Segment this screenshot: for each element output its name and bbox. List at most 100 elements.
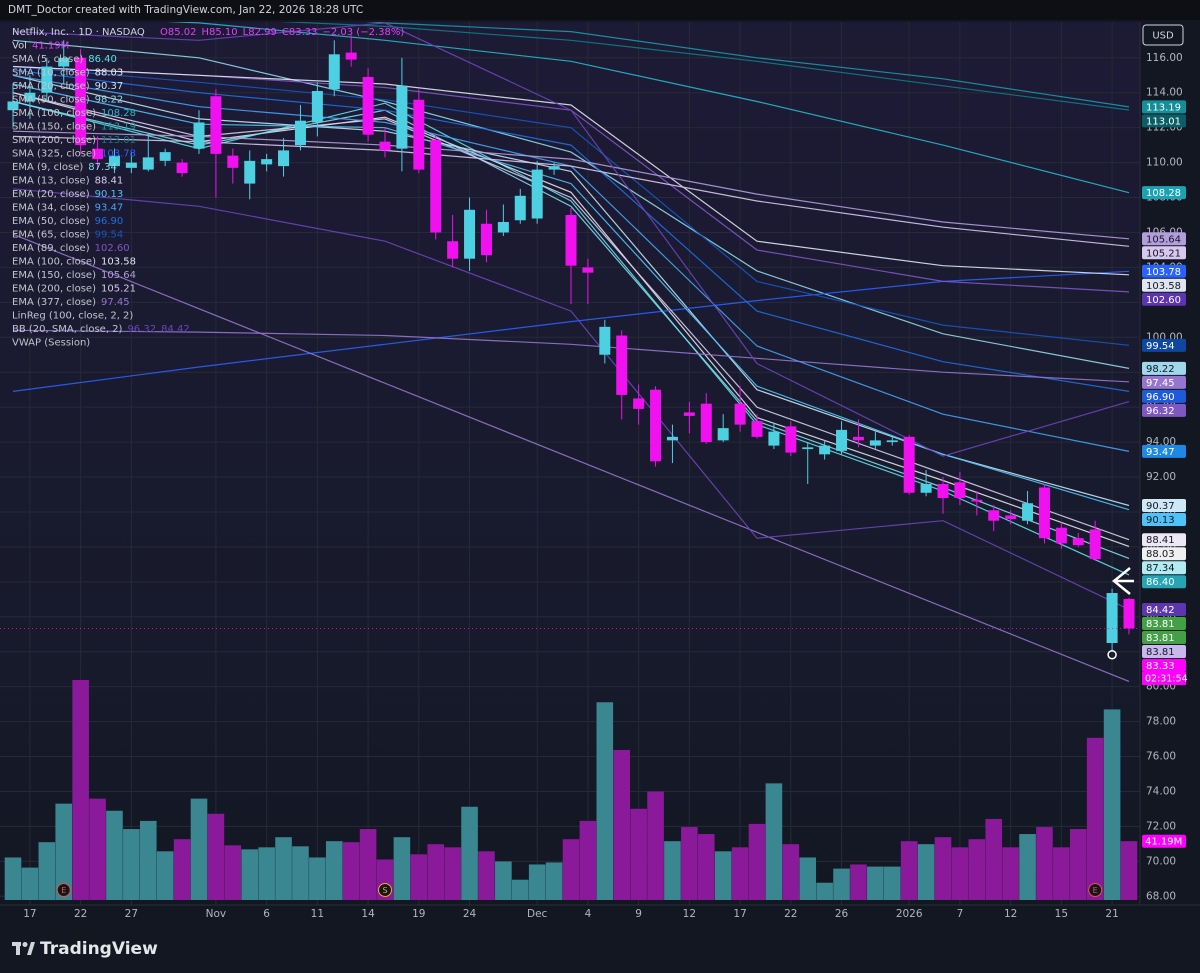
candle-body [869, 440, 881, 446]
candle-body [751, 421, 763, 437]
x-tick-label: 7 [957, 908, 964, 920]
legend-name: SMA (150, close) [12, 122, 96, 133]
x-tick-label: 9 [635, 908, 642, 920]
candle-body [582, 267, 594, 273]
candle-body [514, 195, 526, 221]
volume-bar [579, 820, 597, 900]
candle-body [734, 403, 746, 425]
candle-body [244, 160, 256, 184]
x-tick-label: 2026 [896, 908, 923, 920]
candle-body [819, 445, 831, 455]
volume-bar [562, 839, 580, 900]
volume-bar [681, 827, 698, 900]
price-label-box [1142, 575, 1186, 589]
x-tick-label: 4 [585, 908, 592, 920]
x-tick-label: 14 [361, 908, 375, 920]
indicator-line [365, 22, 1130, 108]
volume-bar [697, 834, 715, 900]
price-label: 87.34 [1146, 563, 1175, 574]
countdown-box [1142, 671, 1186, 685]
candle-body [328, 54, 340, 90]
currency-label: USD [1152, 31, 1174, 42]
x-tick-label: 22 [74, 908, 87, 920]
legend-value: 98.22 [95, 95, 124, 106]
header-title: DMT_Doctor created with TradingView.com,… [8, 4, 363, 16]
volume-bar [292, 846, 309, 900]
candle-body [1089, 529, 1101, 560]
volume-axis-label: 41.19M [1145, 837, 1182, 848]
price-label: 96.90 [1146, 392, 1175, 403]
logo-mark [27, 942, 35, 955]
volume-bar [207, 813, 225, 900]
legend-name: EMA (65, close) [12, 230, 90, 241]
currency-button[interactable] [1142, 24, 1184, 46]
price-label-box [1142, 292, 1186, 306]
volume-bar [748, 823, 766, 900]
volume-bar [1103, 709, 1121, 900]
price-label: 103.58 [1146, 281, 1181, 292]
legend-name: SMA (20, close) [12, 81, 90, 92]
price-label: 108.28 [1146, 188, 1181, 199]
legend-value: 93.47 [95, 203, 124, 214]
candle-body [565, 215, 577, 266]
volume-bar [1019, 834, 1036, 900]
volume-bar [985, 818, 1003, 900]
legend-value: 88.41 [95, 176, 124, 187]
brand: TradingView [40, 939, 158, 959]
legend-value: 103.78 [101, 149, 136, 160]
candle-body [58, 57, 70, 67]
x-tick-label: 21 [1105, 908, 1118, 920]
price-label-box [1142, 644, 1186, 658]
candle-body [311, 90, 323, 123]
price-label: 113.01 [1146, 116, 1181, 127]
price-label-box [1142, 114, 1186, 128]
price-label-box [1142, 561, 1186, 575]
legend-value: 96.32 [127, 324, 156, 335]
x-tick-label: 12 [683, 908, 696, 920]
volume-bar [934, 837, 952, 900]
y-tick-label: 74.00 [1146, 785, 1176, 797]
price-label-box [1142, 630, 1186, 644]
candle-body [1022, 503, 1034, 521]
candle-body [396, 85, 408, 149]
indicator-line [12, 329, 1130, 383]
volume-bar [1002, 847, 1019, 900]
candle-body [683, 412, 695, 416]
volume-bar [951, 847, 969, 900]
volume-value: 41.19M [32, 41, 69, 52]
x-tick-label: 17 [23, 908, 36, 920]
legend-name: EMA (20, close) [12, 189, 90, 200]
candle-body [261, 159, 273, 165]
volume-bar [139, 820, 157, 900]
legend-name: BB (20, SMA, close, 2) [12, 324, 123, 335]
price-label-box [1142, 246, 1186, 260]
price-label-box [1142, 658, 1186, 672]
indicator-line [12, 22, 1130, 457]
volume-bar [427, 844, 445, 900]
legend-name: SMA (5, close) [12, 54, 83, 65]
price-label: 113.19 [1146, 102, 1181, 113]
volume-bar [528, 864, 546, 900]
volume-bar [72, 680, 89, 900]
volume-bar [275, 837, 292, 900]
volume-bar [1069, 829, 1087, 900]
price-label-box [1142, 444, 1186, 458]
indicator-line [12, 39, 1130, 369]
volume-bar [258, 847, 275, 900]
x-tick-label: 15 [1055, 908, 1068, 920]
price-label: 83.81 [1146, 619, 1175, 630]
legend-value: 84.42 [161, 324, 190, 335]
legend-value: 86.40 [88, 54, 117, 65]
x-tick-label: 17 [733, 908, 746, 920]
candle-body [430, 139, 442, 233]
x-tick-label: 26 [835, 908, 849, 920]
volume-bar [1053, 847, 1070, 900]
y-tick-label: 92.00 [1146, 471, 1176, 483]
ohlc-label: O85.02 [160, 27, 197, 38]
price-label: 88.41 [1146, 535, 1175, 546]
candle-body [345, 52, 357, 60]
candle-body [531, 169, 543, 219]
ohlc-label: L82.99 [243, 27, 277, 38]
volume-bar [630, 808, 647, 900]
volume-bar [21, 867, 39, 900]
